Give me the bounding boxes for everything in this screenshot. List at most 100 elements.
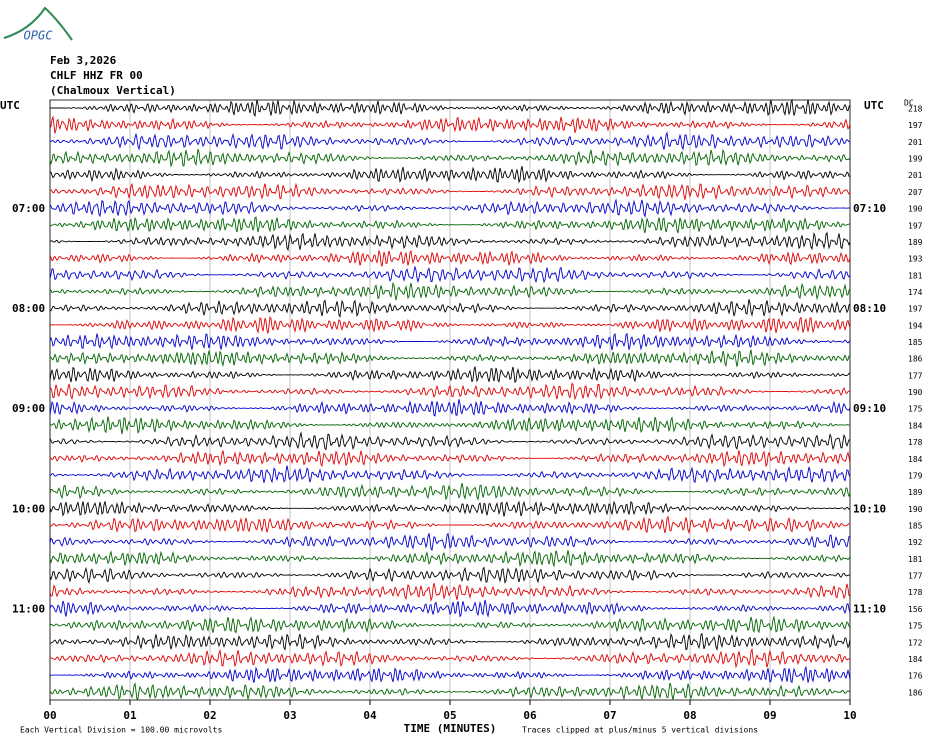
x-tick-label: 02: [203, 709, 216, 722]
trace: [49, 182, 851, 201]
dc-value: 190: [908, 205, 923, 214]
hour-label-left: 08:00: [12, 302, 45, 315]
trace: [49, 665, 851, 684]
trace: [49, 465, 851, 484]
station-name: (Chalmoux Vertical): [50, 84, 176, 97]
trace: [49, 231, 851, 252]
x-tick-label: 05: [443, 709, 456, 722]
dc-value: 178: [908, 438, 923, 447]
trace: [49, 550, 851, 568]
dc-value: 207: [908, 188, 923, 197]
trace: [49, 299, 851, 319]
dc-header: DC: [904, 99, 914, 108]
trace: [49, 332, 851, 351]
trace: [49, 216, 851, 234]
trace: [49, 98, 851, 118]
trace: [49, 349, 851, 368]
hour-label-right: 10:10: [853, 502, 886, 515]
trace: [49, 366, 851, 384]
dc-value: 174: [908, 288, 923, 297]
dc-value: 178: [908, 588, 923, 597]
dc-value: 186: [908, 355, 923, 364]
time-zone-right: UTC: [864, 99, 884, 112]
dc-value: 177: [908, 371, 923, 380]
trace: [49, 482, 851, 501]
trace: [49, 532, 851, 552]
dc-value: 197: [908, 221, 923, 230]
dc-value: 189: [908, 488, 923, 497]
dc-value: 201: [908, 171, 923, 180]
dc-value: 181: [908, 271, 923, 280]
x-tick-label: 09: [763, 709, 776, 722]
dc-value: 181: [908, 555, 923, 564]
x-axis-title: TIME (MINUTES): [404, 722, 497, 735]
dc-value: 185: [908, 338, 923, 347]
dc-value: 176: [908, 672, 923, 681]
dc-value: 197: [908, 121, 923, 130]
trace: [49, 399, 851, 417]
dc-value: 184: [908, 455, 923, 464]
trace: [49, 599, 851, 618]
station: CHLF HHZ FR 00: [50, 69, 143, 82]
plot-frame: [49, 99, 851, 701]
dc-value: 190: [908, 388, 923, 397]
dc-value: 194: [908, 321, 923, 330]
trace: [49, 131, 851, 151]
x-tick-label: 01: [123, 709, 137, 722]
dc-value: 197: [908, 305, 923, 314]
hour-label-left: 09:00: [12, 402, 45, 415]
x-tick-label: 06: [523, 709, 537, 722]
dc-value: 175: [908, 622, 923, 631]
trace: [49, 647, 851, 669]
hour-label-left: 07:00: [12, 202, 45, 215]
x-tick-label: 00: [43, 709, 56, 722]
dc-value: 172: [908, 638, 923, 647]
dc-value: 199: [908, 155, 923, 164]
dc-value: 184: [908, 421, 923, 430]
hour-label-right: 09:10: [853, 402, 886, 415]
trace: [49, 450, 851, 468]
trace: [49, 431, 851, 451]
x-tick-label: 07: [603, 709, 616, 722]
trace: [49, 615, 851, 634]
dc-value: 193: [908, 255, 923, 264]
hour-label-left: 10:00: [12, 502, 45, 515]
scale-note: Each Vertical Division = 100.00 microvol…: [20, 726, 222, 735]
trace: [49, 265, 851, 284]
trace: [49, 165, 851, 184]
dc-value: 175: [908, 405, 923, 414]
dc-value: 177: [908, 572, 923, 581]
clip-note: Traces clipped at plus/minus 5 vertical …: [522, 726, 758, 735]
x-tick-label: 03: [283, 709, 296, 722]
date: Feb 3,2026: [50, 54, 117, 67]
dc-value: 186: [908, 688, 923, 697]
trace: [49, 500, 851, 517]
dc-value: 201: [908, 138, 923, 147]
dc-value: 184: [908, 655, 923, 664]
trace: [49, 148, 851, 168]
trace: [49, 281, 851, 301]
dc-value: 156: [908, 605, 923, 614]
logo-arc: [3, 6, 73, 41]
trace: [49, 115, 851, 134]
trace: [49, 382, 851, 401]
x-tick-label: 10: [843, 709, 856, 722]
trace: [49, 198, 851, 218]
x-tick-label: 04: [363, 709, 377, 722]
trace: [49, 682, 851, 701]
trace: [49, 566, 850, 585]
dc-value: 192: [908, 538, 923, 547]
dc-value: 190: [908, 505, 923, 514]
x-tick-label: 08: [683, 709, 696, 722]
trace: [49, 632, 851, 651]
logo: OPGC: [24, 29, 54, 43]
trace: [49, 416, 850, 435]
time-zone-left: UTC: [0, 99, 20, 112]
trace: [49, 583, 851, 602]
hour-label-left: 11:00: [12, 602, 45, 615]
hour-label-right: 08:10: [853, 302, 886, 315]
dc-value: 218: [908, 105, 923, 114]
hour-label-right: 11:10: [853, 602, 886, 615]
dc-value: 185: [908, 522, 923, 531]
